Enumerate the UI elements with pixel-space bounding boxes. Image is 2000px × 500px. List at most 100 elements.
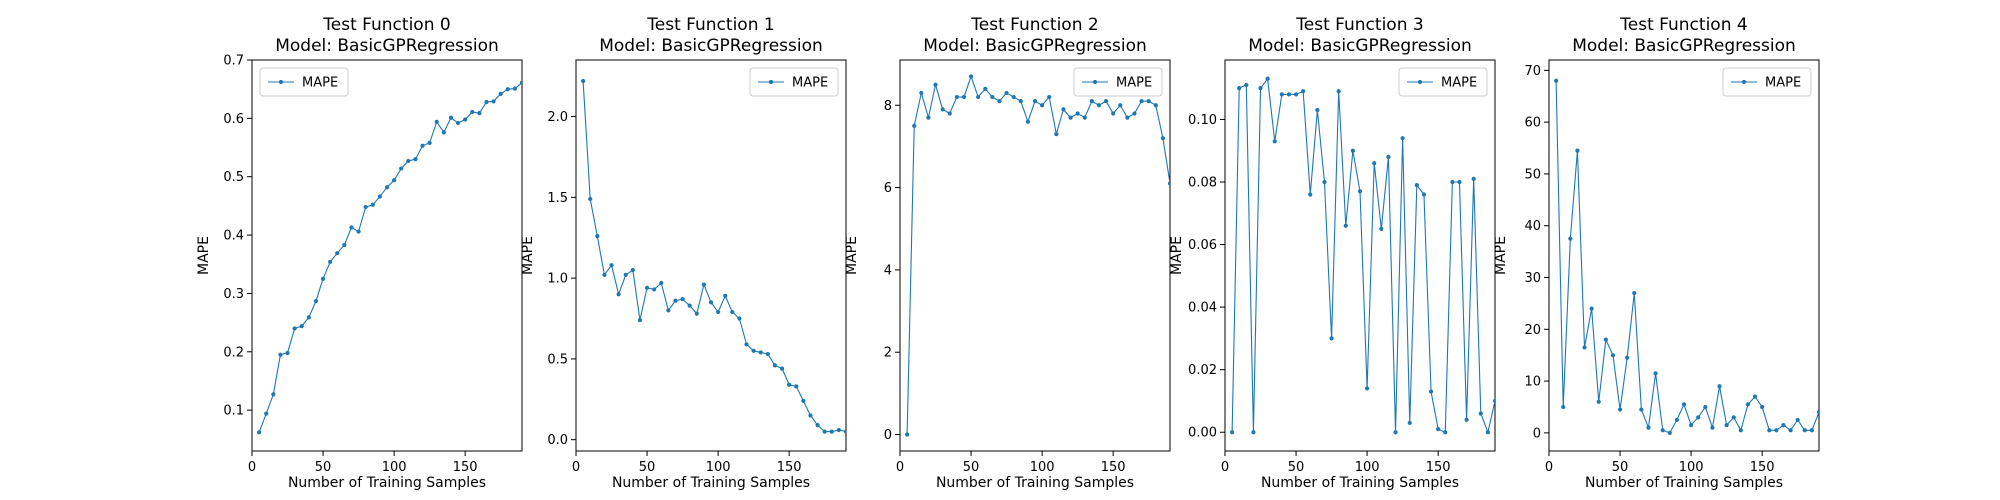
y-tick-label: 70 <box>1524 64 1541 79</box>
data-point <box>1139 99 1144 104</box>
data-point <box>413 157 418 162</box>
data-point <box>1767 428 1772 433</box>
legend-label: MAPE <box>302 76 338 91</box>
data-point <box>1167 181 1170 186</box>
y-tick-label: 0.5 <box>223 170 244 185</box>
data-point <box>1293 92 1299 97</box>
y-tick-label: 10 <box>1524 375 1541 390</box>
data-point <box>1774 428 1779 433</box>
data-point <box>1428 389 1434 394</box>
legend-marker-swatch <box>1092 79 1098 85</box>
series-group <box>905 74 1170 437</box>
data-point <box>1265 76 1270 81</box>
x-tick-label: 150 <box>453 460 478 475</box>
data-point <box>349 225 354 230</box>
data-point <box>701 282 706 287</box>
series-group <box>1230 76 1495 435</box>
data-point <box>926 115 931 120</box>
x-tick-label: 0 <box>1545 460 1553 475</box>
data-point <box>1082 115 1087 120</box>
y-tick-label: 0.5 <box>547 352 568 367</box>
data-point <box>687 303 692 308</box>
data-point <box>1414 183 1419 188</box>
data-point <box>659 280 664 286</box>
legend-label: MAPE <box>792 76 828 91</box>
data-point <box>588 196 593 202</box>
series-group <box>257 80 522 435</box>
series-line <box>1231 77 1495 435</box>
data-point <box>1681 402 1687 407</box>
data-point <box>406 158 411 164</box>
y-axis-label: MAPE <box>196 236 212 275</box>
data-point <box>1421 192 1427 197</box>
data-point <box>1379 226 1384 232</box>
data-point <box>976 94 981 100</box>
y-tick-label: 60 <box>1524 116 1541 131</box>
data-point <box>1639 407 1644 412</box>
data-point <box>623 272 628 277</box>
data-point <box>1617 407 1623 412</box>
legend-box <box>1073 67 1163 97</box>
data-point <box>758 350 763 355</box>
data-point <box>1471 176 1476 181</box>
data-point <box>285 350 290 356</box>
data-point <box>680 297 685 302</box>
data-point <box>947 111 952 116</box>
legend-box <box>749 67 839 97</box>
data-point <box>1160 136 1165 141</box>
data-point <box>779 366 785 371</box>
data-point <box>342 242 347 248</box>
data-point <box>1025 119 1030 124</box>
data-point <box>1646 425 1651 430</box>
data-point <box>637 318 643 323</box>
data-point <box>751 348 756 353</box>
data-point <box>1061 107 1066 112</box>
x-tick-label: 0 <box>248 460 256 475</box>
x-tick-label: 100 <box>1679 460 1704 475</box>
data-point <box>1760 404 1765 410</box>
data-point <box>1752 394 1758 399</box>
data-point <box>694 311 699 316</box>
data-point <box>1689 423 1694 428</box>
data-point <box>983 86 988 91</box>
data-point <box>1004 90 1009 96</box>
y-tick-label: 6 <box>884 181 892 196</box>
data-point <box>1610 353 1616 358</box>
x-tick-label: 100 <box>706 460 731 475</box>
data-point <box>1365 386 1370 391</box>
legend-marker-swatch <box>1741 79 1747 85</box>
y-tick-label: 1.5 <box>547 191 568 206</box>
data-point <box>843 429 846 434</box>
legend: MAPE <box>749 67 839 97</box>
data-point <box>933 82 938 87</box>
legend-label: MAPE <box>1765 76 1801 91</box>
y-tick-label: 30 <box>1524 271 1541 286</box>
data-point <box>836 427 841 433</box>
data-point <box>1603 337 1608 342</box>
y-tick-label: 0.08 <box>1188 175 1217 190</box>
data-point <box>905 432 910 437</box>
data-point <box>1788 428 1793 433</box>
data-point <box>744 342 749 347</box>
y-tick-label: 2.0 <box>547 110 568 125</box>
x-tick-label: 100 <box>1030 460 1055 475</box>
legend-label: MAPE <box>1441 76 1477 91</box>
data-point <box>1118 103 1123 108</box>
data-point <box>1393 430 1398 435</box>
data-point <box>1096 103 1102 108</box>
y-tick-label: 0 <box>884 428 892 443</box>
data-point <box>1724 423 1729 428</box>
data-point <box>463 117 468 122</box>
x-tick-label: 0 <box>896 460 904 475</box>
data-point <box>512 86 517 91</box>
x-tick-label: 0 <box>1221 460 1229 475</box>
data-point <box>1809 428 1814 433</box>
data-point <box>1357 189 1363 194</box>
data-point <box>1386 154 1391 160</box>
data-point <box>1464 417 1469 422</box>
data-point <box>292 326 297 331</box>
data-point <box>1582 345 1587 350</box>
data-point <box>1625 355 1630 360</box>
plot-frame <box>899 59 1171 452</box>
